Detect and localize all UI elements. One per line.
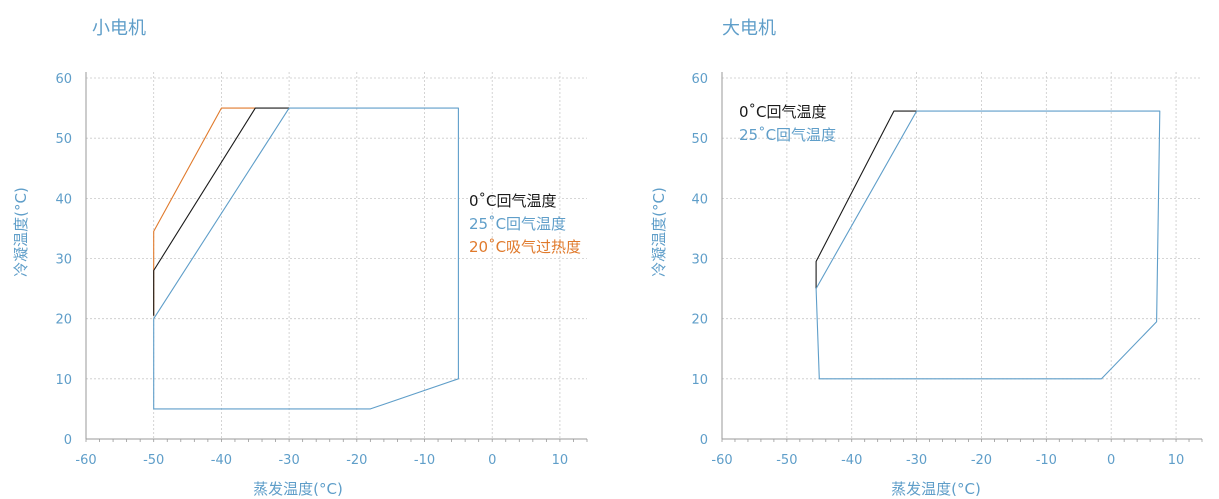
x-tick-label: 10 [552, 453, 569, 468]
y-tick-label: 30 [691, 253, 708, 268]
chart-title: 大电机 [722, 18, 776, 39]
y-tick-label: 60 [691, 72, 708, 87]
legend-entry: 0˚C回气温度 [469, 192, 557, 210]
series-line-1 [815, 110, 917, 289]
chart-title: 小电机 [92, 18, 146, 39]
y-tick-label: 10 [691, 373, 708, 388]
y-tick-label: 50 [55, 132, 72, 147]
x-tick-label: -60 [711, 453, 732, 468]
x-tick-label: 0 [488, 453, 496, 468]
y-tick-label: 10 [55, 373, 72, 388]
y-tick-label: 0 [64, 433, 72, 448]
x-tick-label: -30 [278, 453, 299, 468]
legend-entry: 25˚C回气温度 [739, 126, 836, 144]
chart-1: -60 -50 -40 -30 -20 -10 0 10 0 10 20 30 40 50 60 小电机蒸发温… [12, 18, 588, 498]
series-line-2 [815, 110, 1161, 380]
series-line-3 [153, 107, 459, 410]
x-tick-label: -20 [346, 453, 367, 468]
x-axis-label: 蒸发温度(°C) [253, 480, 343, 498]
y-tick-label: 20 [691, 313, 708, 328]
y-tick-label: 40 [55, 192, 72, 207]
y-tick-label: 30 [55, 253, 72, 268]
y-tick-label: 0 [700, 433, 708, 448]
chart-2: -60 -50 -40 -30 -20 -10 0 10 0 10 20 30 40 50 60 大电机蒸发温… [650, 18, 1203, 498]
x-tick-label: 0 [1107, 453, 1115, 468]
legend-entry: 25˚C回气温度 [469, 215, 566, 233]
x-tick-label: -40 [841, 453, 862, 468]
y-tick-label: 20 [55, 313, 72, 328]
x-tick-label: -10 [414, 453, 435, 468]
legend-entry: 0˚C回气温度 [739, 103, 827, 121]
x-tick-label: -20 [971, 453, 992, 468]
series-line-1 [153, 107, 256, 316]
x-tick-label: -10 [1036, 453, 1057, 468]
x-tick-label: -40 [211, 453, 232, 468]
y-axis-label: 冷凝温度(°C) [650, 187, 668, 277]
legend-entry: 20˚C吸气过热度 [469, 238, 581, 256]
series-line-2 [153, 107, 290, 316]
x-tick-label: -30 [906, 453, 927, 468]
x-tick-label: 10 [1168, 453, 1185, 468]
y-tick-label: 60 [55, 72, 72, 87]
y-tick-label: 50 [691, 132, 708, 147]
y-tick-label: 40 [691, 192, 708, 207]
y-axis-label: 冷凝温度(°C) [12, 187, 30, 277]
x-tick-label: -50 [143, 453, 164, 468]
x-axis-label: 蒸发温度(°C) [891, 480, 981, 498]
x-tick-label: -60 [75, 453, 96, 468]
x-tick-label: -50 [776, 453, 797, 468]
